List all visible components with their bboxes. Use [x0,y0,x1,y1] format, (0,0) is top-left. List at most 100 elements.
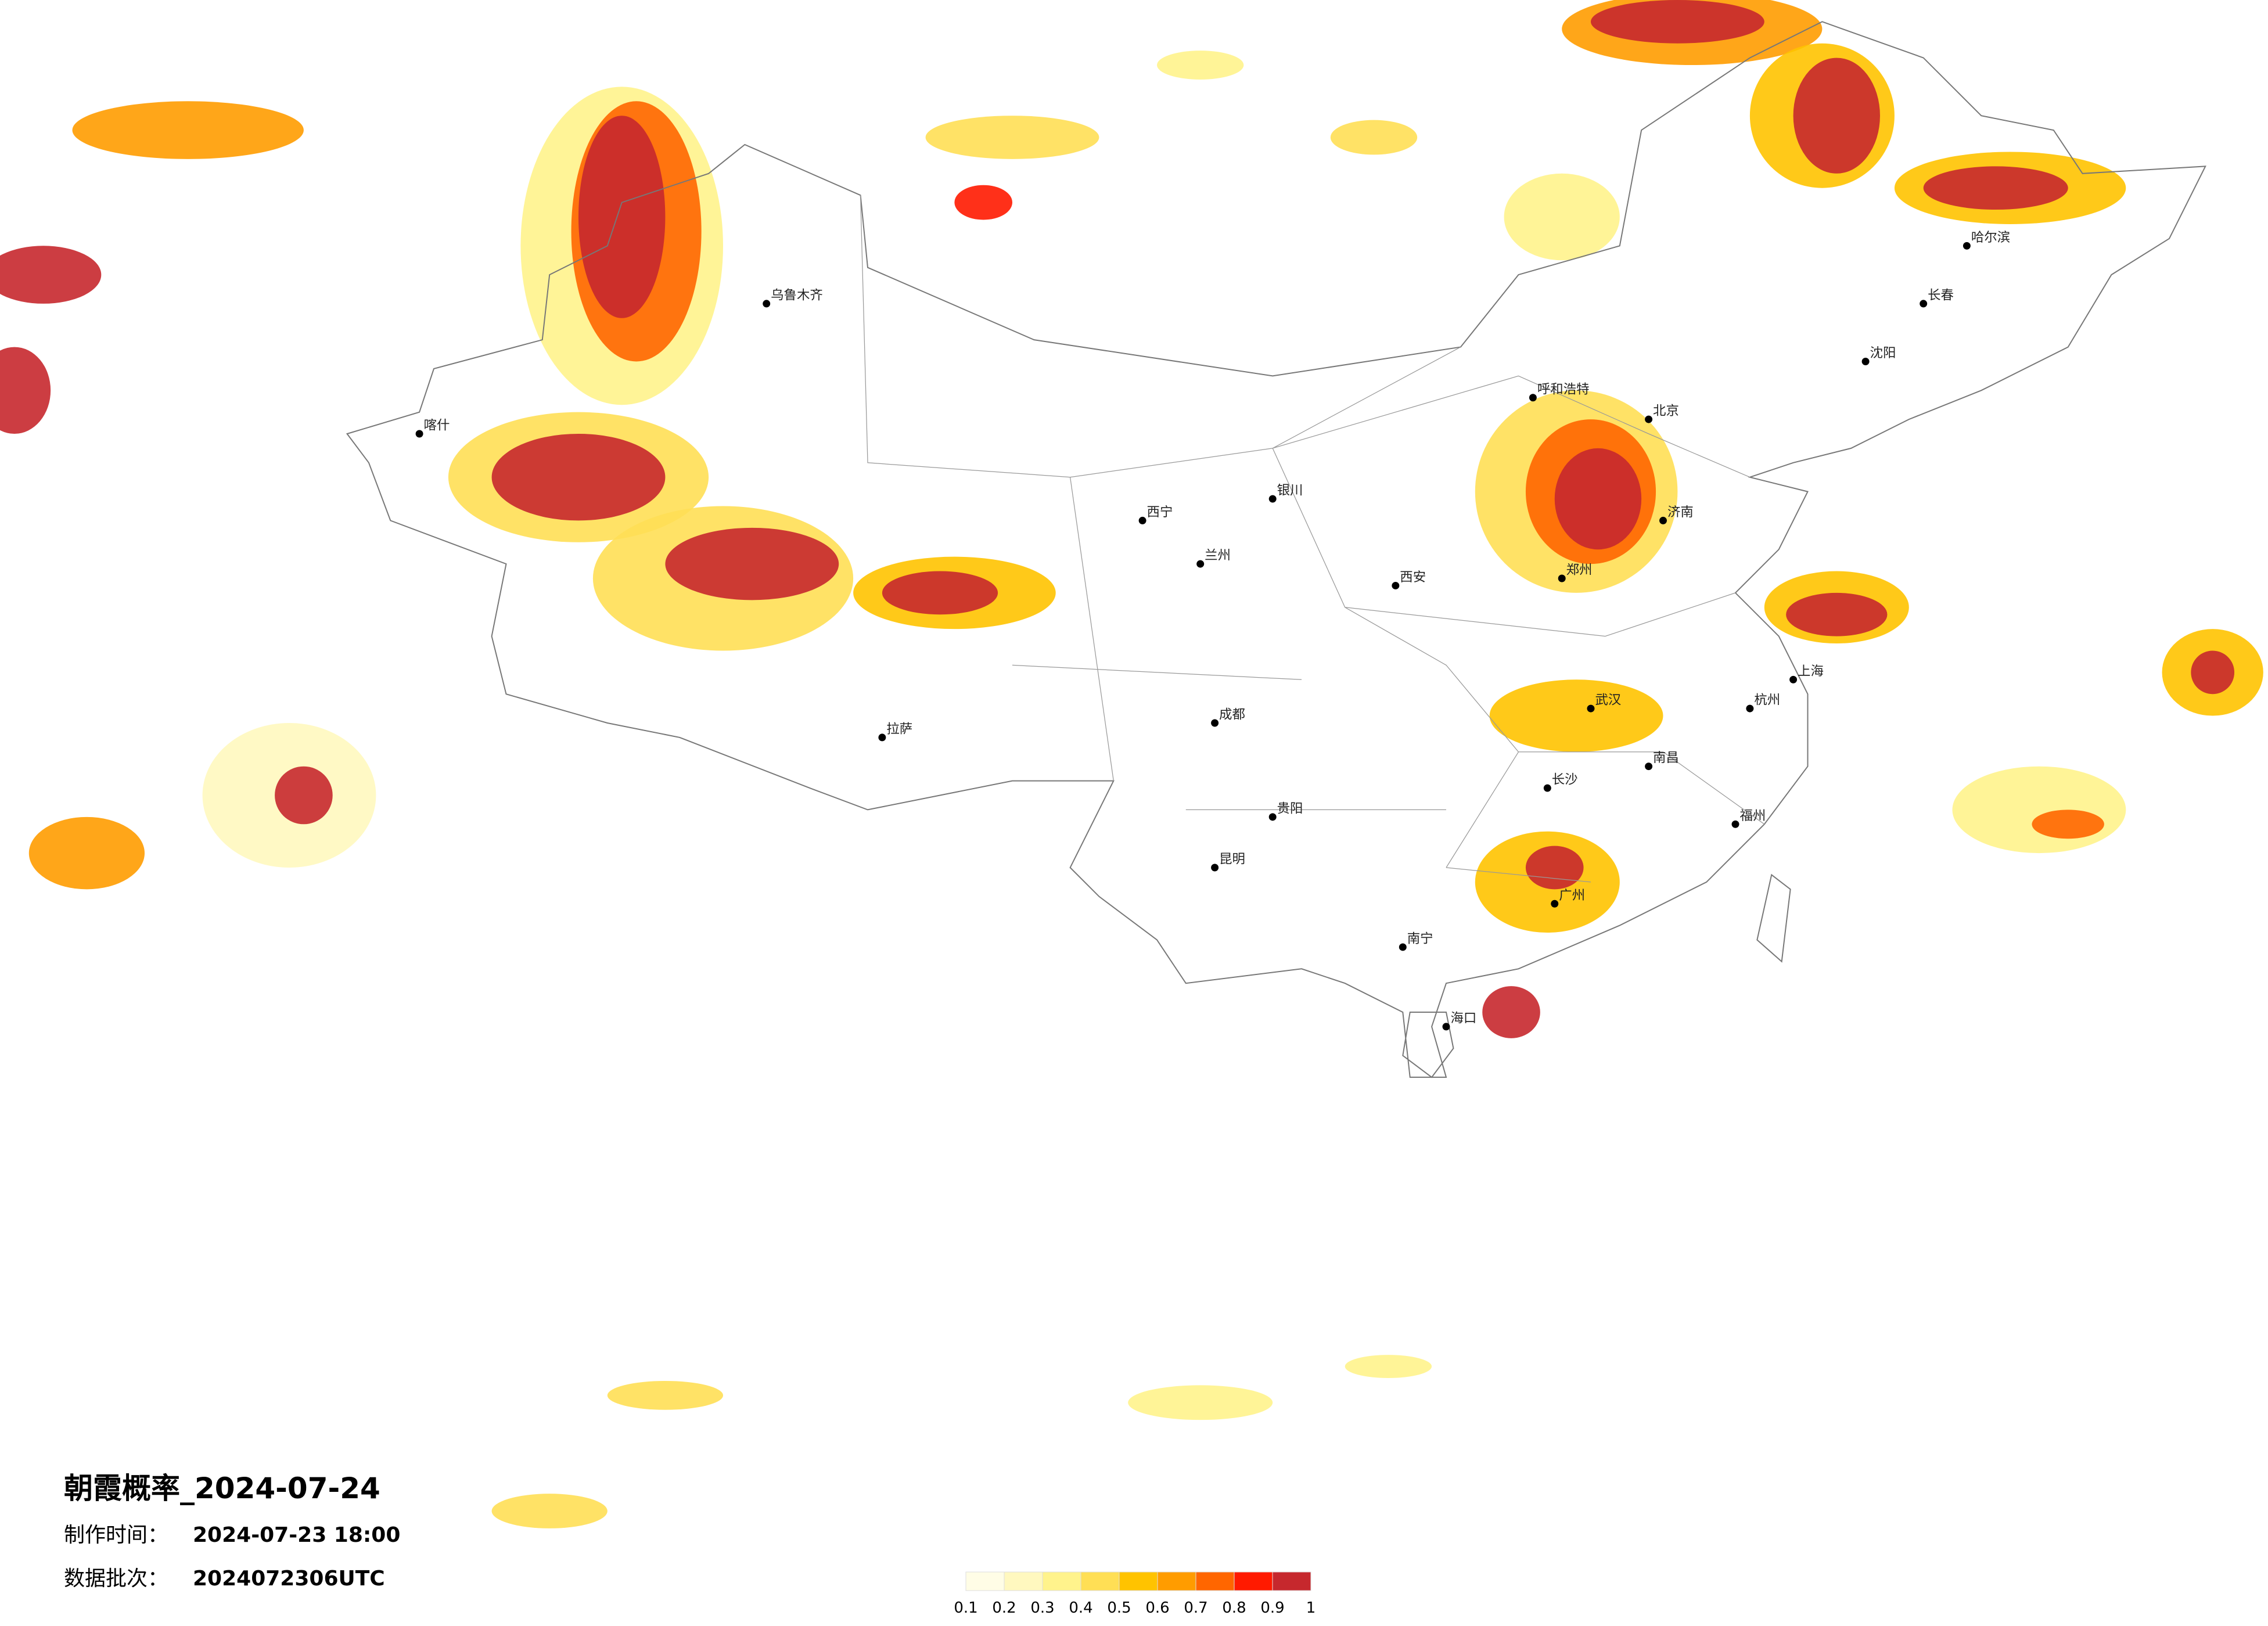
city-dot [1746,704,1754,713]
probability-area [1504,173,1620,261]
probability-area [1489,679,1663,752]
probability-area [1345,1355,1432,1378]
legend-tick-label: 0.4 [1069,1599,1092,1617]
city-label: 郑州 [1566,563,1593,578]
city-dot [1861,358,1870,365]
city-label: 拉萨 [886,721,912,736]
made-label: 制作时间： [64,1523,168,1547]
probability-area [1482,986,1540,1038]
city-label: 武汉 [1595,693,1621,708]
probability-area [1128,1385,1273,1420]
probability-area [954,185,1012,220]
legend-tick-label: 0.6 [1145,1599,1169,1617]
probability-area [607,1380,723,1410]
probability-fields [0,0,2263,1528]
legend-tick-label: 0.1 [954,1599,977,1617]
city-dot [1963,242,1971,250]
title: 朝霞概率_2024-07-24 [64,1472,380,1505]
made-value: 2024-07-23 18:00 [193,1523,400,1547]
probability-area [275,766,333,825]
city-label: 昆明 [1219,852,1245,867]
city-dot [1731,820,1739,828]
legend-tick-label: 0.8 [1222,1599,1246,1617]
city-dot [1529,394,1537,402]
city-label: 北京 [1653,404,1679,419]
probability-area [882,571,998,615]
city-dot [1558,574,1566,582]
city-label: 长春 [1928,287,1954,303]
city-dot [1399,943,1407,951]
probability-area [1157,51,1244,80]
legend-tick-label: 0.2 [992,1599,1016,1617]
city-label: 沈阳 [1870,346,1896,361]
probability-area [925,116,1099,159]
city-label: 银川 [1277,483,1303,498]
city-dot [1659,516,1667,524]
legend-swatch [1042,1571,1081,1591]
legend-tick-label: 0.7 [1184,1599,1207,1617]
city-dot [1645,415,1653,423]
probability-area [1793,57,1880,174]
legend: 0.1 0.2 0.3 0.4 0.5 0.6 0.7 0.8 0.9 1 [954,1571,1316,1617]
city-label: 济南 [1667,505,1694,520]
probability-area [491,1494,608,1528]
city-label: 南宁 [1407,931,1433,946]
city-dot [1268,495,1277,503]
city-label: 福州 [1739,808,1766,823]
city-label: 呼和浩特 [1537,382,1590,397]
city-dot [1920,300,1928,308]
probability-area [1525,846,1584,890]
city-dot [1392,581,1400,589]
city-dot [1196,560,1205,568]
probability-area [1554,448,1642,550]
legend-tick-label: 0.5 [1107,1599,1131,1617]
probability-area [28,816,145,890]
city-label: 贵阳 [1277,801,1303,816]
probability-area [1330,120,1418,155]
probability-area [1923,166,2068,210]
city-label: 西安 [1400,570,1426,585]
city-label: 成都 [1219,707,1245,722]
probability-area [491,434,666,521]
probability-area [1786,592,1888,636]
city-label: 乌鲁木齐 [771,287,823,303]
legend-swatch [1157,1571,1196,1591]
city-dot [1789,675,1798,684]
legend-swatch [1119,1571,1158,1591]
legend-tick-label: 1 [1306,1599,1316,1617]
city-label: 广州 [1559,888,1585,903]
city-dot [1551,900,1559,908]
china-outline [346,21,2206,1078]
probability-area [0,246,102,304]
city-dot [1138,516,1146,524]
city-label: 西宁 [1147,505,1173,520]
probability-area [1591,0,1764,44]
city-dot [1211,719,1219,727]
city-dot [878,733,886,742]
legend-tick-label: 0.3 [1030,1599,1054,1617]
city-dot [1442,1023,1450,1031]
city-dot [1543,784,1551,792]
province-borders [860,195,1765,883]
legend-swatch [1234,1571,1273,1591]
probability-area [665,527,839,600]
legend-tick-label: 0.9 [1260,1599,1284,1617]
legend-swatch [1272,1571,1311,1591]
city-dot [1268,813,1277,821]
probability-area [2191,650,2235,695]
city-label: 哈尔滨 [1971,230,2010,245]
city-label: 喀什 [424,418,450,433]
city-dot [1211,864,1219,872]
batch-label: 数据批次： [64,1567,168,1591]
city-label: 杭州 [1754,693,1780,708]
city-dot [763,300,771,308]
probability-area [0,347,51,434]
city-label: 南昌 [1653,750,1679,765]
probability-area [72,101,304,159]
city-label: 长沙 [1552,772,1578,787]
legend-swatch [965,1571,1005,1591]
legend-swatch [1004,1571,1043,1591]
